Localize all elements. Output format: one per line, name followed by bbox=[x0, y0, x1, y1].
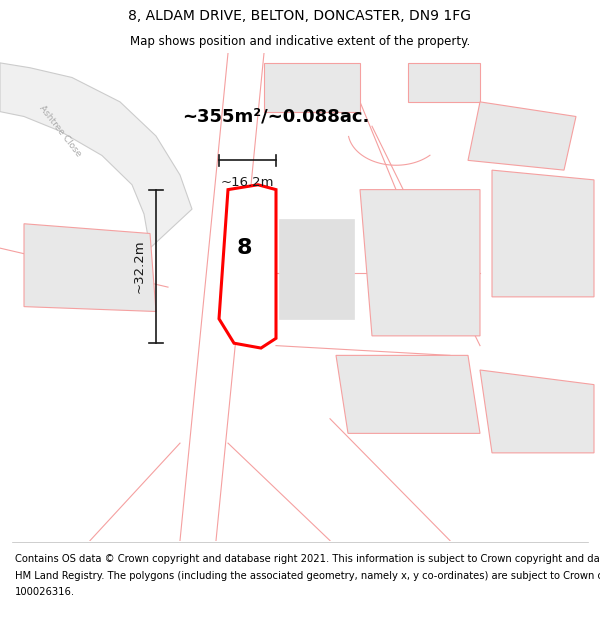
Text: ~32.2m: ~32.2m bbox=[133, 239, 146, 293]
Polygon shape bbox=[468, 102, 576, 170]
Text: Ashtree Close: Ashtree Close bbox=[37, 104, 83, 159]
Text: HM Land Registry. The polygons (including the associated geometry, namely x, y c: HM Land Registry. The polygons (includin… bbox=[15, 571, 600, 581]
Polygon shape bbox=[24, 224, 156, 311]
Polygon shape bbox=[219, 185, 276, 348]
Text: Map shows position and indicative extent of the property.: Map shows position and indicative extent… bbox=[130, 35, 470, 48]
Polygon shape bbox=[480, 370, 594, 453]
Text: 100026316.: 100026316. bbox=[15, 587, 75, 597]
Polygon shape bbox=[360, 189, 480, 336]
Polygon shape bbox=[0, 63, 192, 248]
Polygon shape bbox=[408, 63, 480, 102]
Polygon shape bbox=[225, 216, 261, 302]
Polygon shape bbox=[279, 219, 354, 319]
Polygon shape bbox=[264, 63, 360, 112]
Text: Contains OS data © Crown copyright and database right 2021. This information is : Contains OS data © Crown copyright and d… bbox=[15, 554, 600, 564]
Polygon shape bbox=[492, 170, 594, 297]
Text: ~355m²/~0.088ac.: ~355m²/~0.088ac. bbox=[182, 107, 370, 126]
Polygon shape bbox=[336, 356, 480, 433]
Text: ~16.2m: ~16.2m bbox=[221, 176, 274, 189]
Text: 8, ALDAM DRIVE, BELTON, DONCASTER, DN9 1FG: 8, ALDAM DRIVE, BELTON, DONCASTER, DN9 1… bbox=[128, 9, 472, 23]
Text: 8: 8 bbox=[237, 238, 252, 258]
